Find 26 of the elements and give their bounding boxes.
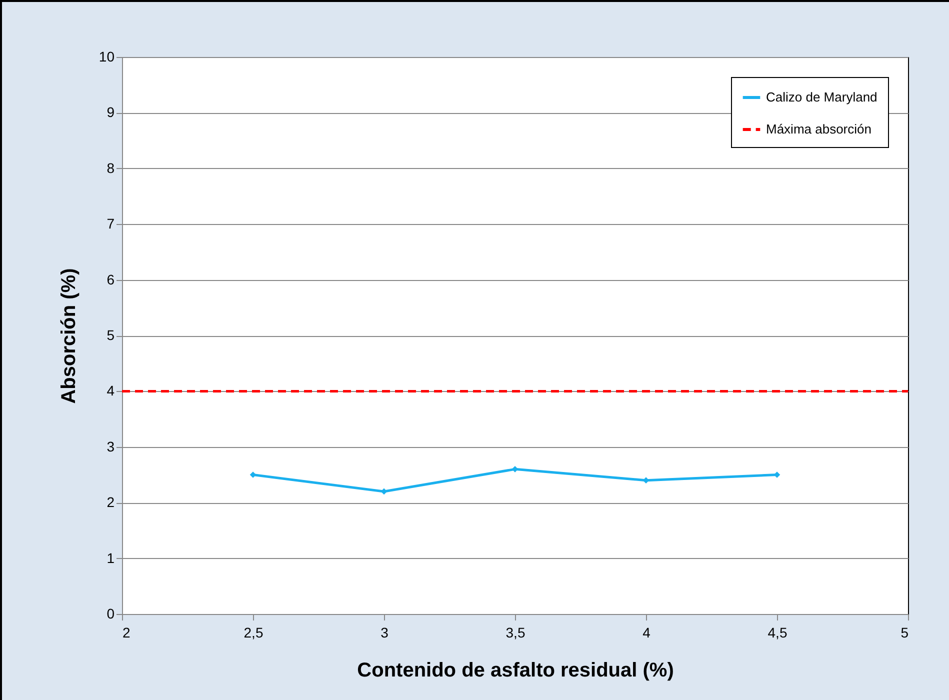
y-axis-title: Absorción (%) — [58, 268, 80, 404]
x-tick-label: 4 — [642, 624, 651, 640]
x-tick-label: 2,5 — [244, 624, 264, 640]
y-tick-label: 3 — [106, 438, 115, 454]
point — [250, 472, 256, 478]
y-tick-label: 8 — [106, 160, 115, 176]
x-tick-label: 5 — [900, 624, 909, 640]
x-axis-title: Contenido de asfalto residual (%) — [357, 660, 674, 682]
x-tick-label: 3,5 — [506, 624, 526, 640]
point — [380, 488, 388, 495]
y-tick-label: 6 — [106, 271, 115, 288]
x-tick-label: 3 — [380, 624, 389, 640]
y-tick-label: 2 — [106, 494, 115, 510]
y-tick-label: 10 — [98, 48, 115, 64]
y-tick-label: 0 — [106, 606, 115, 622]
legend-label: Máxima absorción — [766, 122, 872, 136]
legend-label: Calizo de Maryland — [766, 90, 878, 104]
point — [774, 472, 780, 478]
y-tick-label: 9 — [106, 104, 115, 120]
point — [512, 466, 518, 472]
y-tick-label: 1 — [106, 550, 115, 566]
y-tick-label: 4 — [106, 382, 115, 399]
x-tick-label: 2 — [122, 624, 130, 640]
y-tick-label: 5 — [106, 327, 115, 343]
y-tick-label: 7 — [106, 216, 115, 232]
x-tick-label: 4,5 — [768, 624, 788, 640]
